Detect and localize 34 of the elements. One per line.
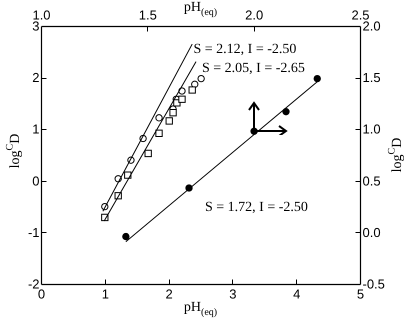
point <box>314 74 321 82</box>
x-axis-title: pH$_{(eq)}$ <box>184 300 218 318</box>
y2-tick-label: 0.0 <box>362 224 381 240</box>
point <box>155 130 163 137</box>
point <box>169 109 177 116</box>
y-tick-label: 0 <box>32 173 40 188</box>
y-tick-label: 1 <box>32 122 40 137</box>
x2-axis-title: pH$_{(eq)}$ <box>184 0 218 18</box>
x-tick-label: 3 <box>229 286 237 302</box>
point <box>122 232 130 240</box>
point <box>282 108 290 116</box>
x-tick-label: 1 <box>102 286 109 302</box>
point <box>188 86 196 94</box>
y2-tick-label: 1.0 <box>362 122 381 137</box>
y2-tick-label: 1.5 <box>362 70 381 86</box>
point <box>144 150 152 158</box>
annotation: S = 2.05, I = -2.65 <box>202 61 305 76</box>
x-tick-label: 4 <box>293 286 300 302</box>
point <box>155 114 163 122</box>
y-tick-label: 2 <box>32 70 40 86</box>
y2-tick-label: 0.5 <box>362 173 381 188</box>
annotation: S = 1.72, I = -2.50 <box>205 200 308 215</box>
y-tick-label: -1 <box>28 224 40 240</box>
y2-tick-label: -0.5 <box>362 276 385 292</box>
point <box>185 184 193 192</box>
annotation: S = 2.12, I = -2.50 <box>193 42 296 58</box>
point <box>197 74 205 82</box>
y-tick-label: -2 <box>28 276 40 292</box>
x2-tick-label: 2.0 <box>245 8 264 22</box>
point <box>178 96 186 103</box>
x-tick-label: 5 <box>356 286 364 302</box>
point <box>166 117 173 125</box>
x-tick-label: 2 <box>165 286 173 302</box>
x2-tick-label: 1.5 <box>138 8 157 22</box>
